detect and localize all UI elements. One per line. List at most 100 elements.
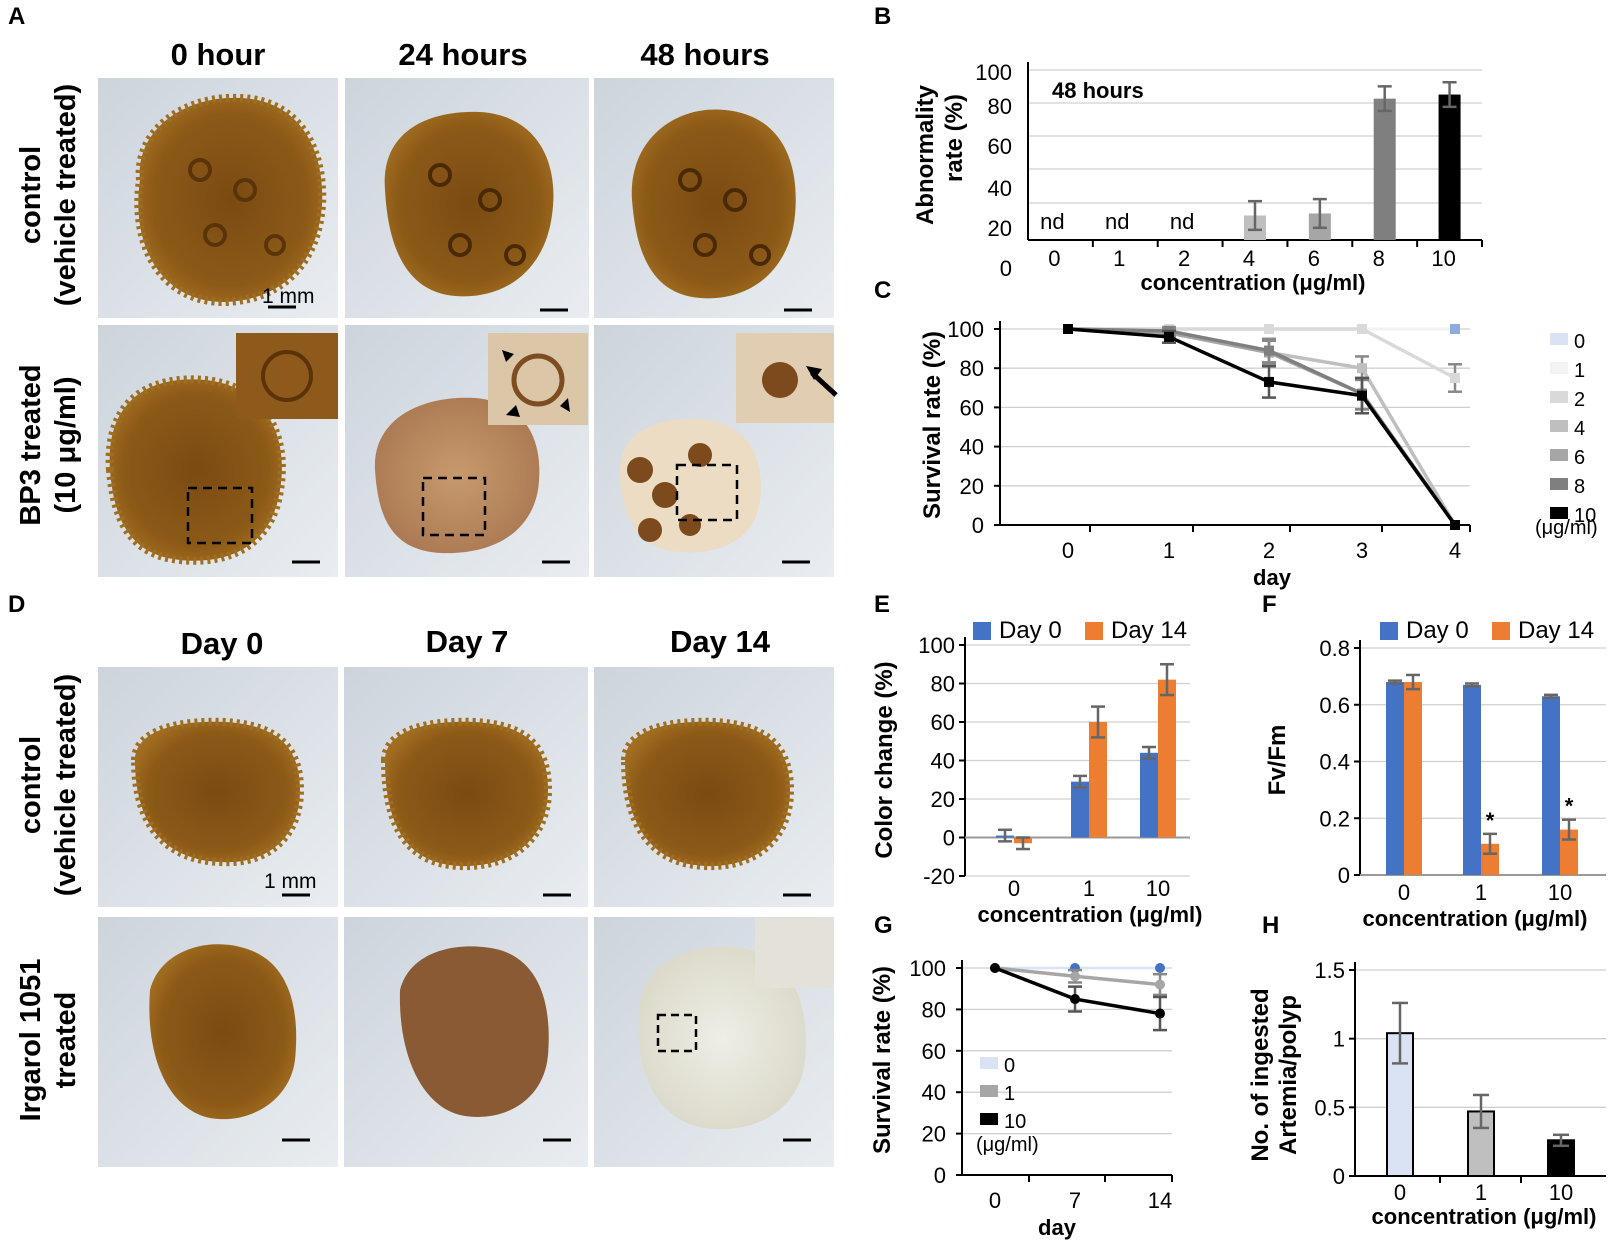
x-tick-label: 6 xyxy=(1308,246,1320,271)
y-axis-label: Fv/Fm xyxy=(1264,725,1291,796)
panel-d-col-day14: Day 14 xyxy=(670,624,771,659)
x-tick-label: 0 xyxy=(1048,246,1060,271)
photo-d-irgarol-day7 xyxy=(344,917,588,1167)
panel-a-row1-line2: (vehicle treated) xyxy=(50,84,82,306)
x-tick-label: 10 xyxy=(1548,880,1572,905)
x-axis-label: day xyxy=(1038,1215,1077,1240)
y-tick-label: 60 xyxy=(988,134,1012,159)
legend-swatch-1 xyxy=(980,1085,998,1097)
legend-label-day14: Day 14 xyxy=(1111,617,1187,644)
panel-d-row2-line2: treated xyxy=(50,992,82,1089)
x-tick-label: 0 xyxy=(1062,538,1074,563)
photo-d-control-day0: 1 mm xyxy=(98,667,338,907)
legend-swatch-8 xyxy=(1550,478,1568,490)
panel-d-col-day7: Day 7 xyxy=(426,624,509,659)
point-2-3 xyxy=(1357,324,1367,334)
y-tick-label: 60 xyxy=(931,710,955,735)
legend-swatch-1 xyxy=(1550,362,1568,374)
panel-d-row2-line1: Irgarol 1051 xyxy=(15,959,47,1122)
x-tick-label: 0 xyxy=(1008,876,1020,901)
y-tick-label: 0.8 xyxy=(1319,636,1350,661)
photo-a-bp3-0h xyxy=(98,325,338,577)
y-tick-label: 100 xyxy=(947,317,984,342)
bar-day0-10 xyxy=(1542,696,1560,875)
bar-day0-10 xyxy=(1140,752,1158,838)
y-tick-label: 0.2 xyxy=(1319,806,1350,831)
point-1-2 xyxy=(1155,979,1165,990)
photo-a-control-0h: 1 mm xyxy=(98,78,338,318)
series-line-4 xyxy=(1067,327,1457,526)
panel-b-letter: B xyxy=(874,3,891,30)
photo-d-control-day7 xyxy=(344,667,588,907)
point-10-1 xyxy=(1164,331,1174,342)
y-tick-label: 0.6 xyxy=(1319,693,1350,718)
legend-swatch-4 xyxy=(1550,420,1568,432)
y-tick-label: 20 xyxy=(922,1122,946,1147)
legend-label-4: 4 xyxy=(1574,418,1585,440)
photo-d-irgarol-day0 xyxy=(98,917,338,1167)
photo-a-bp3-48h xyxy=(594,325,838,577)
y-tick-label: 80 xyxy=(988,94,1012,119)
y-tick-label: 60 xyxy=(922,1039,946,1064)
photo-a-control-24h xyxy=(345,78,589,318)
legend-swatch-day14 xyxy=(1085,622,1103,640)
x-tick-label: 4 xyxy=(1243,246,1255,271)
legend-swatch-day0 xyxy=(1380,622,1398,640)
point-10-0 xyxy=(990,963,1000,973)
x-axis-label: day xyxy=(1253,565,1292,590)
point-10-2 xyxy=(1155,1008,1165,1019)
x-tick-label: 1 xyxy=(1113,246,1125,271)
point-8-2 xyxy=(1264,345,1274,356)
panel-d-row1-line1: control xyxy=(15,736,47,834)
point-2-2 xyxy=(1264,324,1274,334)
panel-a-row1-line1: control xyxy=(15,146,47,244)
y-tick-label: 0 xyxy=(1000,256,1012,281)
legend-label-day0: Day 0 xyxy=(999,617,1062,644)
panel-a-col-24h: 24 hours xyxy=(398,37,527,72)
scale-bar-label-a: 1 mm xyxy=(262,285,315,308)
y-tick-label: 80 xyxy=(922,997,946,1022)
x-tick-label: 7 xyxy=(1069,1188,1081,1213)
x-tick-label: 1 xyxy=(1475,880,1487,905)
point-4-3 xyxy=(1357,363,1367,374)
panel-f-letter: F xyxy=(1262,591,1277,618)
panel-a-col-0h: 0 hour xyxy=(171,37,266,72)
photo-d-control-day14 xyxy=(594,667,834,907)
y-tick-label: 1 xyxy=(1333,1027,1345,1052)
panel-d-row1-line2: (vehicle treated) xyxy=(50,674,82,896)
scale-bar-label-d: 1 mm xyxy=(264,870,317,893)
point-0-2 xyxy=(1155,963,1165,973)
x-axis-label: concentration (μg/ml) xyxy=(1372,1204,1597,1229)
legend-swatch-10 xyxy=(1550,507,1568,519)
legend-swatch-day0 xyxy=(973,622,991,640)
y-tick-label: 0 xyxy=(943,826,955,851)
y-tick-label: 0 xyxy=(1333,1164,1345,1189)
legend-label-8: 8 xyxy=(1574,476,1585,498)
significance-marker: * xyxy=(1565,794,1574,819)
point-10-1 xyxy=(1070,994,1080,1005)
legend-unit: (μg/ml) xyxy=(976,1134,1039,1156)
bar-day14-1 xyxy=(1481,843,1499,875)
x-tick-label: 10 xyxy=(1549,1180,1573,1205)
photo-a-control-48h xyxy=(594,78,834,318)
y-tick-label: -20 xyxy=(923,864,955,889)
legend-swatch-10 xyxy=(980,1113,998,1125)
legend-label-day0: Day 0 xyxy=(1406,617,1469,644)
point-2-4 xyxy=(1450,373,1460,383)
chart-e: -20 0 20 40 60 80 100 0 1 10 Day 0 Day 14 concentrat… xyxy=(871,617,1202,927)
y-tick-label: 0.4 xyxy=(1319,750,1350,775)
bar-day14-10 xyxy=(1560,829,1578,875)
y-tick-label: 80 xyxy=(931,672,955,697)
legend-swatch-6 xyxy=(1550,449,1568,461)
panel-h-letter: H xyxy=(1262,912,1279,939)
chart-f: 0 0.2 0.4 0.6 0.8 0 1 * 10 * Day 0 Day 14 concentrat… xyxy=(1264,617,1606,931)
legend-swatch-2 xyxy=(1550,391,1568,403)
legend-label-10: 10 xyxy=(1004,1111,1026,1133)
bar-day0-0 xyxy=(1386,682,1404,875)
legend-label-day14: Day 14 xyxy=(1518,617,1594,644)
y-tick-label: 0 xyxy=(934,1163,946,1188)
legend-label-1: 1 xyxy=(1574,360,1585,382)
